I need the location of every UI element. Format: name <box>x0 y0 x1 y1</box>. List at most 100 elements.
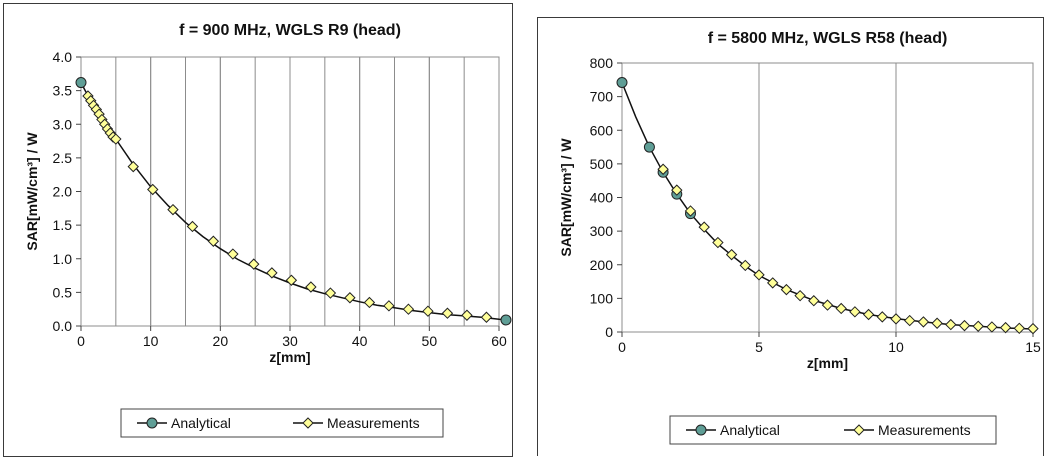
x-tick-label: 5 <box>755 339 763 355</box>
legend-box <box>669 415 997 445</box>
y-tick-label: 400 <box>590 190 614 206</box>
point-measurement <box>849 306 861 318</box>
x-tick-label: 60 <box>491 333 507 349</box>
point-measurement <box>739 259 752 272</box>
point-measurement <box>285 274 298 286</box>
y-tick-label: 4.0 <box>53 49 73 65</box>
x-tick-label: 0 <box>618 339 626 355</box>
point-measurement <box>480 311 493 323</box>
point-measurement <box>324 287 337 299</box>
point-measurement <box>207 235 220 247</box>
y-tick-label: 3.5 <box>53 83 73 99</box>
chart-panel-right: f = 5800 MHz, WGLS R58 (head) 0 5 10 15 0 100 2… <box>537 17 1044 456</box>
point-measurement <box>227 248 239 260</box>
point-measurement <box>186 220 199 233</box>
point-measurement <box>972 320 984 332</box>
chart-title: f = 900 MHz, WGLS R9 (head) <box>179 22 401 39</box>
y-tick-label: 3.0 <box>53 116 73 132</box>
y-tick-label: 300 <box>590 223 614 239</box>
y-tick-label: 700 <box>590 89 614 105</box>
chart-panel-left: f = 900 MHz, WGLS R9 (head) 0 10 20 30 40 50 60… <box>3 3 513 457</box>
legend-label: Analytical <box>171 415 231 431</box>
point-measurement <box>890 313 902 325</box>
point-measurement <box>698 221 710 233</box>
point-measurement <box>986 321 998 333</box>
point-measurement <box>383 300 395 312</box>
point-measurement <box>110 133 122 145</box>
point-measurement <box>127 160 139 173</box>
point-measurement <box>794 289 806 302</box>
y-tick-label: 1.5 <box>53 217 73 233</box>
y-tick-label: 0.0 <box>53 318 73 334</box>
x-tick-label: 30 <box>282 333 298 349</box>
point-analytical <box>643 141 655 153</box>
point-measurement <box>903 314 916 327</box>
point-measurement <box>363 296 376 309</box>
legend-label: Measurements <box>327 415 420 431</box>
point-measurement <box>808 295 820 307</box>
point-measurement <box>684 205 697 217</box>
legend-box <box>120 408 444 438</box>
x-tick-label: 10 <box>888 339 904 355</box>
point-analytical <box>75 77 87 89</box>
point-measurement <box>862 308 875 321</box>
x-tick-label: 0 <box>77 333 85 349</box>
y-tick-label: 2.0 <box>53 184 73 200</box>
x-axis-label: z[mm] <box>269 349 310 365</box>
point-measurement <box>461 309 473 321</box>
y-tick-label: 600 <box>590 122 614 138</box>
point-measurement <box>422 305 434 317</box>
point-measurement <box>725 248 738 261</box>
legend-marker-analytical <box>146 417 158 429</box>
y-tick-label: 1.0 <box>53 251 73 267</box>
legend: Analytical Measurements <box>669 415 997 445</box>
point-measurement <box>917 316 930 328</box>
point-measurement <box>671 184 683 196</box>
point-measurement <box>931 317 943 329</box>
y-tick-label: 800 <box>590 55 614 71</box>
y-tick-label: 100 <box>590 290 614 306</box>
point-measurement <box>766 277 779 289</box>
y-tick-label: 500 <box>590 156 614 172</box>
legend: Analytical Measurements <box>120 408 444 438</box>
point-measurement <box>344 292 356 304</box>
point-measurement <box>821 299 834 311</box>
point-measurement <box>712 236 724 249</box>
chart-title: f = 5800 MHz, WGLS R58 (head) <box>708 30 948 47</box>
x-tick-label: 15 <box>1025 339 1041 355</box>
legend-marker-measurement <box>302 417 314 429</box>
chart-svg-left: f = 900 MHz, WGLS R9 (head) 0 10 20 30 40 50 60… <box>24 22 512 438</box>
legend-marker-analytical <box>695 424 707 436</box>
legend-label: Analytical <box>720 422 780 438</box>
x-tick-label: 10 <box>143 333 159 349</box>
y-tick-label: 0.5 <box>53 284 73 300</box>
point-measurement <box>266 267 278 279</box>
y-axis-label: SAR[mW/cm³] / W <box>24 132 40 251</box>
plot-area <box>621 62 1034 333</box>
point-measurement <box>441 307 454 319</box>
y-tick-label: 200 <box>590 257 614 273</box>
y-tick-label: 2.5 <box>53 150 73 166</box>
point-measurement <box>402 303 415 315</box>
point-measurement <box>999 321 1012 334</box>
y-tick-label: 0 <box>605 324 613 340</box>
point-measurement <box>1013 322 1026 335</box>
x-tick-label: 20 <box>213 333 229 349</box>
point-analytical <box>500 314 512 326</box>
point-measurement <box>147 183 159 196</box>
x-tick-label: 50 <box>422 333 438 349</box>
x-tick-label: 40 <box>352 333 368 349</box>
point-measurement <box>167 203 179 216</box>
y-axis-label: SAR[mW/cm³] / W <box>558 138 574 257</box>
point-measurement <box>753 269 765 281</box>
legend-marker-measurement <box>853 424 865 436</box>
point-measurement <box>248 258 260 270</box>
chart-svg-right: f = 5800 MHz, WGLS R58 (head) 0 5 10 15 0 100 2… <box>558 30 1041 445</box>
point-measurement <box>945 318 957 331</box>
point-measurement <box>1027 322 1039 335</box>
point-measurement <box>657 163 669 175</box>
x-axis-label: z[mm] <box>807 355 848 371</box>
point-measurement <box>780 283 793 296</box>
point-measurement <box>305 281 317 293</box>
point-measurement <box>835 302 847 315</box>
